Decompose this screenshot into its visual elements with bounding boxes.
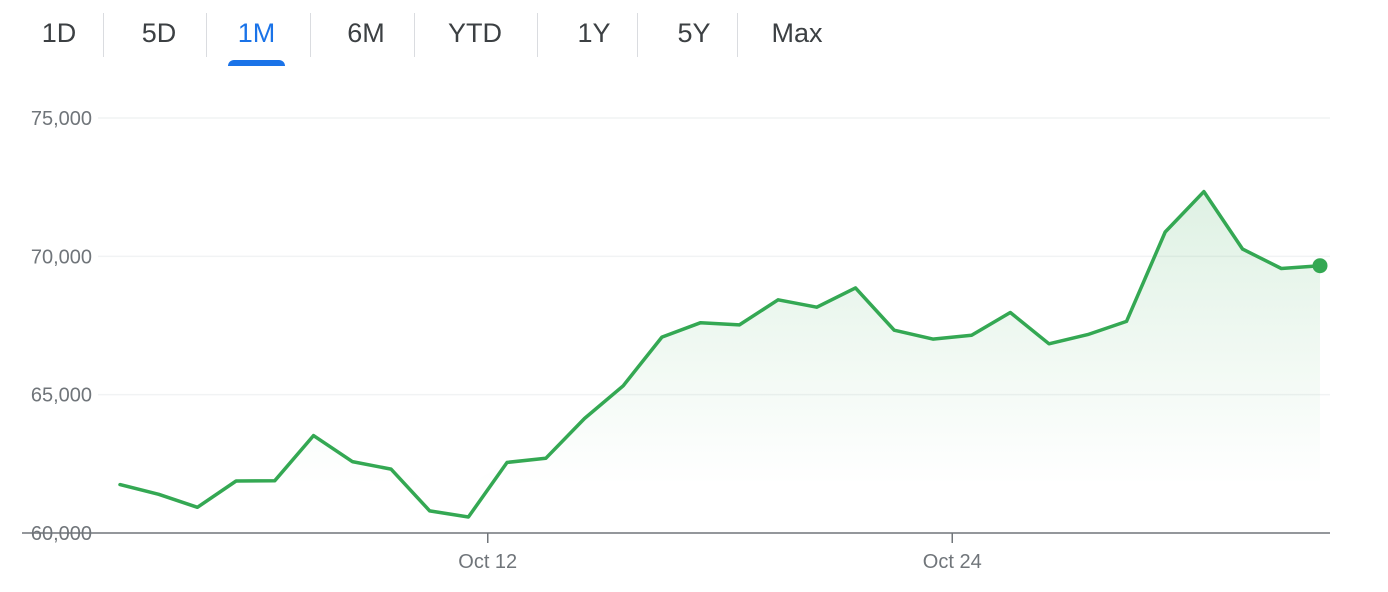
tab-5d-label: 5D xyxy=(141,17,177,48)
tab-5y-label: 5Y xyxy=(677,17,711,48)
tab-6m[interactable]: 6M xyxy=(334,0,398,66)
active-tab-indicator xyxy=(228,60,285,66)
x-tick-label: Oct 24 xyxy=(923,551,982,573)
tab-5d[interactable]: 5D xyxy=(128,0,190,66)
y-axis-labels: 75,000 70,000 65,000 60,000 xyxy=(31,108,92,545)
tab-ytd-label: YTD xyxy=(448,17,502,48)
tab-separator xyxy=(737,13,738,57)
time-range-tabs: 1D 5D 1M 6M YTD 1Y 5Y Max xyxy=(0,0,900,72)
y-tick-label: 70,000 xyxy=(31,246,92,268)
last-point-marker[interactable] xyxy=(1312,258,1328,274)
tab-1d[interactable]: 1D xyxy=(28,0,90,66)
tab-max[interactable]: Max xyxy=(762,0,832,66)
series-line xyxy=(118,189,1322,519)
tab-1m[interactable]: 1M xyxy=(228,0,285,66)
tab-separator xyxy=(537,13,538,57)
tab-max-label: Max xyxy=(771,17,823,48)
y-tick-label: 75,000 xyxy=(31,108,92,130)
tab-1m-label: 1M xyxy=(237,17,276,48)
area-fill xyxy=(120,191,1320,485)
y-tick-label: 60,000 xyxy=(31,523,92,545)
tab-5y[interactable]: 5Y xyxy=(665,0,723,66)
y-tick-label: 65,000 xyxy=(31,385,92,407)
tab-1y[interactable]: 1Y xyxy=(566,0,622,66)
tab-separator xyxy=(637,13,638,57)
tab-1y-label: 1Y xyxy=(577,17,611,48)
tab-6m-label: 6M xyxy=(347,17,385,48)
tab-1d-label: 1D xyxy=(41,17,77,48)
x-axis-ticks: Oct 12 Oct 24 xyxy=(458,533,982,573)
tab-separator xyxy=(103,13,104,57)
tab-separator xyxy=(414,13,415,57)
tab-separator xyxy=(206,13,207,57)
tab-separator xyxy=(310,13,311,57)
tab-ytd[interactable]: YTD xyxy=(440,0,510,66)
x-tick-label: Oct 12 xyxy=(458,551,517,573)
